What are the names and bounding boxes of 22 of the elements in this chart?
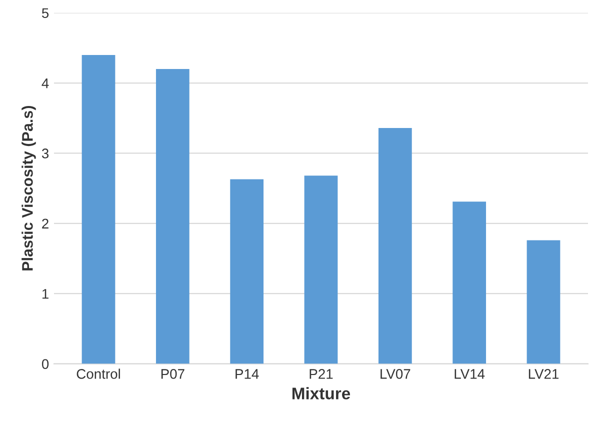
bar bbox=[156, 68, 190, 364]
y-tick-label: 2 bbox=[42, 218, 48, 228]
bar bbox=[230, 179, 264, 364]
x-tick-label: Control bbox=[76, 368, 120, 379]
bar bbox=[452, 202, 486, 364]
x-tick-label: LV14 bbox=[454, 369, 485, 379]
bar bbox=[378, 128, 412, 364]
x-tick-label: P14 bbox=[236, 369, 259, 379]
x-tick-label: LV07 bbox=[380, 369, 410, 379]
y-tick-label: 0 bbox=[42, 359, 49, 369]
x-tick-label: P07 bbox=[161, 369, 184, 379]
y-tick-label: 5 bbox=[42, 8, 49, 18]
y-axis-title: Plastic Viscosity (Pa.s) bbox=[22, 106, 36, 270]
bar bbox=[82, 54, 116, 364]
x-tick-label: LV21 bbox=[528, 369, 559, 379]
x-axis-title: Mixture bbox=[292, 387, 350, 400]
y-tick-label: 4 bbox=[42, 78, 49, 88]
bar bbox=[304, 176, 338, 364]
y-tick-label: 1 bbox=[42, 289, 48, 299]
x-tick-label: P21 bbox=[310, 369, 333, 379]
bar bbox=[526, 240, 560, 364]
y-tick-label: 3 bbox=[42, 148, 49, 158]
